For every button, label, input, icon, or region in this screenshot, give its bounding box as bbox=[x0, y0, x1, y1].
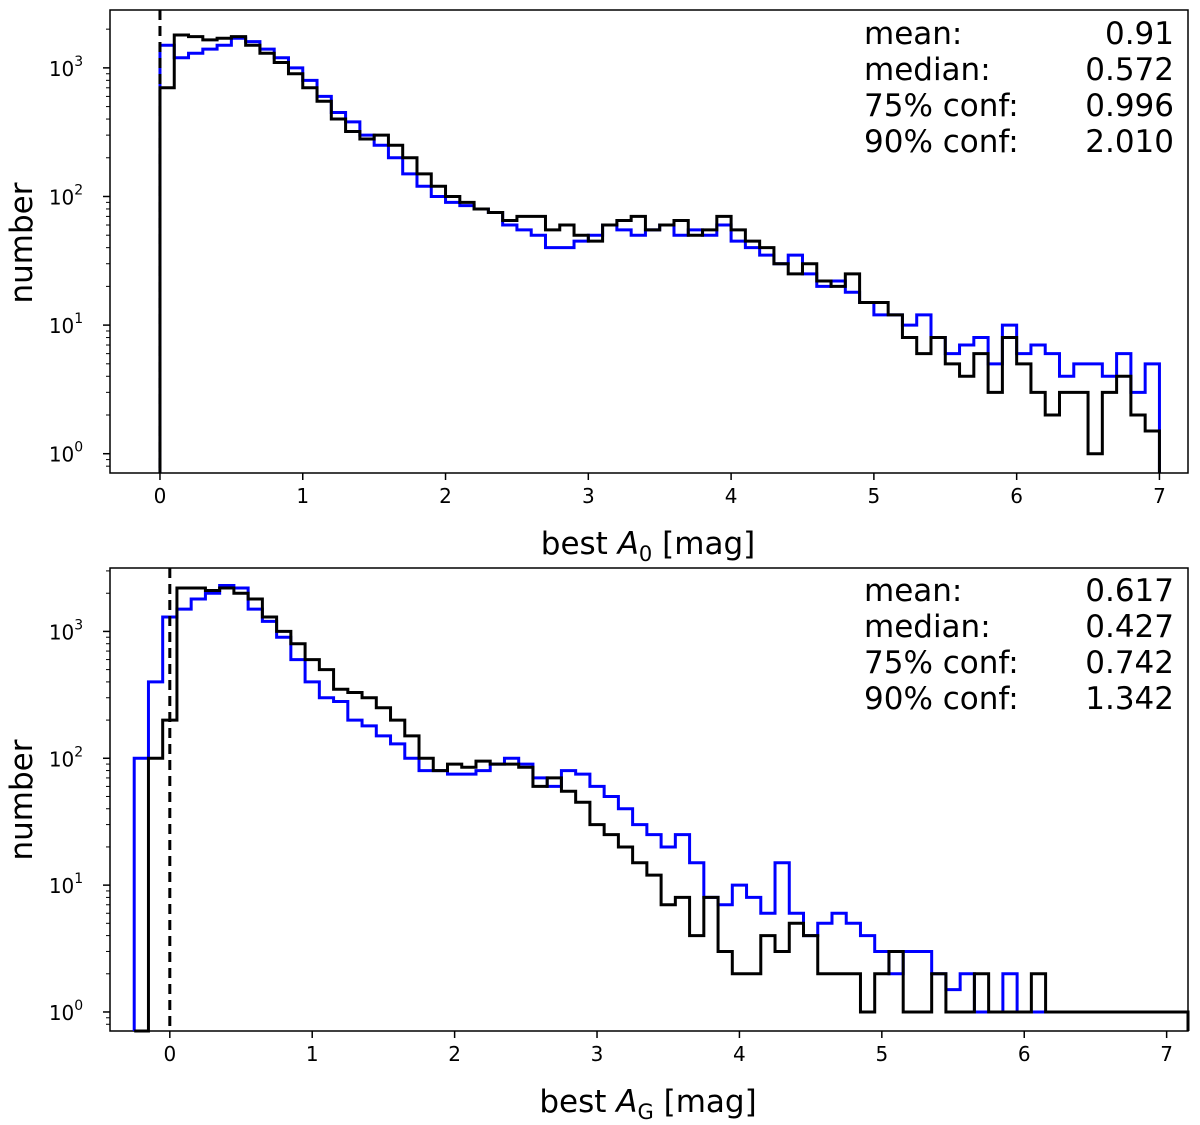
histogram-blue bbox=[132, 584, 1190, 1031]
bottom-stat-value: 1.342 bbox=[1085, 681, 1174, 717]
bottom-stat-value: 0.427 bbox=[1085, 609, 1174, 645]
bottom-stat-label: median: bbox=[864, 609, 991, 645]
x-tick-label: 7 bbox=[1160, 1042, 1173, 1066]
x-tick-label: 0 bbox=[163, 1042, 176, 1066]
top-plot-frame bbox=[109, 9, 1189, 474]
top-panel: 0 1 2 3 4 5 6 7 100 101 102 103 number best A0 [ma… bbox=[4, 9, 1189, 566]
bottom-y-axis-ticks: 100 101 102 103 bbox=[49, 570, 110, 1025]
bottom-stat-label: mean: bbox=[864, 573, 962, 609]
bottom-y-axis-label: number bbox=[4, 739, 40, 860]
x-tick-label: 2 bbox=[439, 484, 452, 508]
y-tick-label: 102 bbox=[49, 744, 83, 771]
bottom-plot-frame bbox=[109, 567, 1189, 1032]
top-stat-label: 90% conf: bbox=[864, 124, 1019, 160]
y-tick-label: 101 bbox=[49, 311, 83, 338]
bottom-stat-label: 90% conf: bbox=[864, 681, 1019, 717]
bottom-stat-label: 75% conf: bbox=[864, 645, 1019, 681]
top-x-axis-label: best A0 [mag] bbox=[541, 526, 755, 566]
top-stat-label: mean: bbox=[864, 16, 962, 52]
x-tick-label: 5 bbox=[875, 1042, 888, 1066]
x-tick-label: 3 bbox=[582, 484, 595, 508]
histogram-black bbox=[134, 586, 1190, 1033]
top-stats-box: mean: 0.91 median: 0.572 75% conf: 0.996… bbox=[864, 16, 1174, 160]
x-tick-label: 3 bbox=[591, 1042, 604, 1066]
top-stat-value: 2.010 bbox=[1085, 124, 1174, 160]
bottom-stat-value: 0.742 bbox=[1085, 645, 1174, 681]
bottom-x-axis-ticks: 0 1 2 3 4 5 6 7 bbox=[163, 1031, 1173, 1066]
top-y-axis-ticks: 100 101 102 103 bbox=[49, 28, 110, 467]
x-tick-label: 4 bbox=[725, 484, 738, 508]
top-stat-label: median: bbox=[864, 52, 991, 88]
y-tick-label: 102 bbox=[49, 182, 83, 209]
y-tick-label: 100 bbox=[49, 440, 83, 467]
bottom-x-axis-label: best AG [mag] bbox=[539, 1084, 756, 1124]
top-histograms bbox=[158, 33, 1161, 473]
bottom-panel: 0 1 2 3 4 5 6 7 100 101 102 103 number best AG [ma… bbox=[4, 567, 1190, 1124]
top-stat-value: 0.996 bbox=[1085, 88, 1174, 124]
bottom-stats-box: mean: 0.617 median: 0.427 75% conf: 0.74… bbox=[864, 573, 1174, 717]
y-tick-label: 103 bbox=[49, 54, 83, 81]
top-y-axis-label: number bbox=[4, 182, 40, 303]
x-tick-label: 1 bbox=[296, 484, 309, 508]
x-tick-label: 6 bbox=[1010, 484, 1023, 508]
x-tick-label: 6 bbox=[1018, 1042, 1031, 1066]
y-tick-label: 103 bbox=[49, 617, 83, 644]
top-x-axis-ticks: 0 1 2 3 4 5 6 7 bbox=[154, 473, 1166, 508]
x-tick-label: 2 bbox=[448, 1042, 461, 1066]
x-tick-label: 4 bbox=[733, 1042, 746, 1066]
bottom-histograms bbox=[132, 584, 1190, 1033]
x-tick-label: 5 bbox=[868, 484, 881, 508]
x-tick-label: 1 bbox=[306, 1042, 319, 1066]
x-tick-label: 7 bbox=[1153, 484, 1166, 508]
y-tick-label: 100 bbox=[49, 998, 83, 1025]
bottom-stat-value: 0.617 bbox=[1085, 573, 1174, 609]
top-stat-label: 75% conf: bbox=[864, 88, 1019, 124]
top-stat-value: 0.91 bbox=[1105, 16, 1174, 52]
top-stat-value: 0.572 bbox=[1085, 52, 1174, 88]
histogram-black bbox=[158, 33, 1161, 473]
y-tick-label: 101 bbox=[49, 871, 83, 898]
x-tick-label: 0 bbox=[154, 484, 167, 508]
